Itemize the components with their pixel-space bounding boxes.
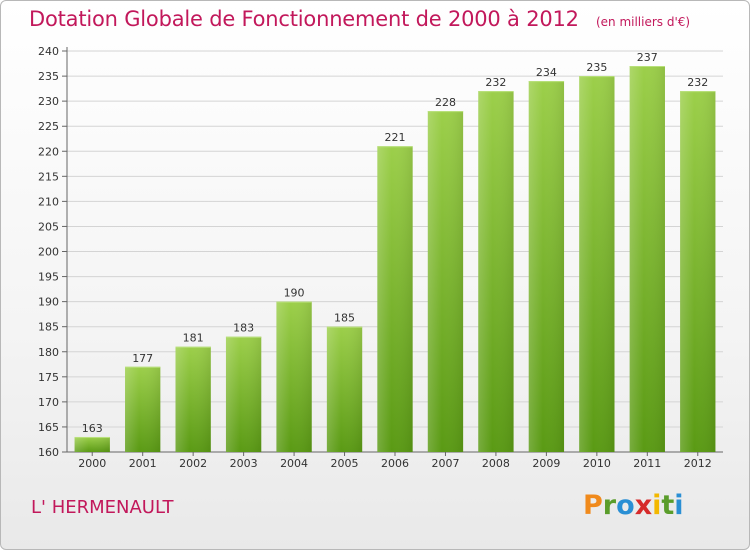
x-tick-label: 2000	[78, 457, 106, 470]
y-tick-label: 225	[38, 120, 59, 133]
bar-shine	[478, 91, 514, 452]
y-tick-label: 230	[38, 95, 59, 108]
y-tick-label: 200	[38, 246, 59, 259]
data-label: 163	[82, 422, 103, 435]
data-label: 177	[132, 352, 153, 365]
chart-title: Dotation Globale de Fonctionnement de 20…	[29, 7, 579, 31]
x-tick-label: 2009	[532, 457, 560, 470]
bar-shine	[326, 326, 363, 452]
y-tick-label: 170	[38, 396, 59, 409]
x-tick-label: 2003	[230, 457, 258, 470]
x-tick-label: 2004	[280, 457, 308, 470]
bar-shine	[377, 146, 413, 453]
y-tick-label: 235	[38, 70, 59, 83]
logo-letter: i	[674, 490, 684, 521]
chart-subtitle: (en milliers d'€)	[595, 15, 691, 29]
x-tick-label: 2012	[684, 457, 712, 470]
bar-shine	[680, 91, 716, 452]
bar-shine	[225, 336, 262, 452]
commune-name: L' HERMENAULT	[31, 497, 174, 518]
logo-letter: x	[634, 490, 653, 521]
y-tick-label: 215	[38, 170, 59, 183]
data-label: 232	[485, 76, 506, 89]
data-labels: 163 177 181 183 190 185 221 228 232 234 235 237 232	[82, 51, 709, 435]
bar-shine	[528, 81, 565, 452]
data-label: 237	[637, 51, 658, 64]
y-tick-label: 160	[38, 446, 59, 459]
logo-letter: o	[616, 490, 635, 521]
title-row: Dotation Globale de Fonctionnement de 20…	[29, 7, 690, 31]
y-tick-label: 165	[38, 421, 59, 434]
x-tick-label: 2008	[482, 457, 510, 470]
data-label: 181	[183, 332, 204, 345]
y-tick-label: 185	[38, 321, 59, 334]
bars	[74, 66, 716, 453]
data-label: 235	[586, 61, 607, 74]
bar-shine	[427, 111, 464, 453]
y-tick-label: 240	[38, 45, 59, 58]
bar-shine	[125, 366, 161, 452]
data-label: 185	[334, 312, 355, 325]
y-tick-label: 205	[38, 220, 59, 233]
bar-shine	[74, 436, 110, 452]
x-tick-label: 2002	[179, 457, 207, 470]
bar-shine	[629, 66, 665, 452]
data-label: 232	[687, 76, 708, 89]
logo-letter: i	[652, 490, 662, 521]
x-tick-label: 2010	[583, 457, 611, 470]
logo-letter: r	[602, 490, 617, 521]
x-tick-label: 2001	[129, 457, 157, 470]
y-tick-label: 195	[38, 271, 59, 284]
data-label: 228	[435, 96, 456, 109]
x-tick-label: 2011	[633, 457, 661, 470]
proxiti-logo: Proxiti	[583, 490, 684, 521]
y-tick-label: 175	[38, 371, 59, 384]
bar-shine	[579, 76, 615, 452]
y-tick-label: 220	[38, 145, 59, 158]
data-label: 183	[233, 322, 254, 335]
logo-letter: t	[661, 490, 675, 521]
data-label: 234	[536, 66, 557, 79]
x-tick-label: 2005	[331, 457, 359, 470]
data-label: 221	[385, 131, 406, 144]
bar-shine	[276, 301, 312, 452]
y-tick-label: 180	[38, 346, 59, 359]
y-tick-label: 210	[38, 195, 59, 208]
x-tick-label: 2006	[381, 457, 409, 470]
logo-letter: P	[583, 490, 603, 521]
data-label: 190	[284, 287, 305, 300]
x-tick-label: 2007	[431, 457, 459, 470]
y-tick-label: 190	[38, 296, 59, 309]
bar-shine	[175, 346, 211, 452]
axes: 160 165 170 175 180 185 190 195 200 205 210 215 220 2…	[38, 45, 723, 470]
